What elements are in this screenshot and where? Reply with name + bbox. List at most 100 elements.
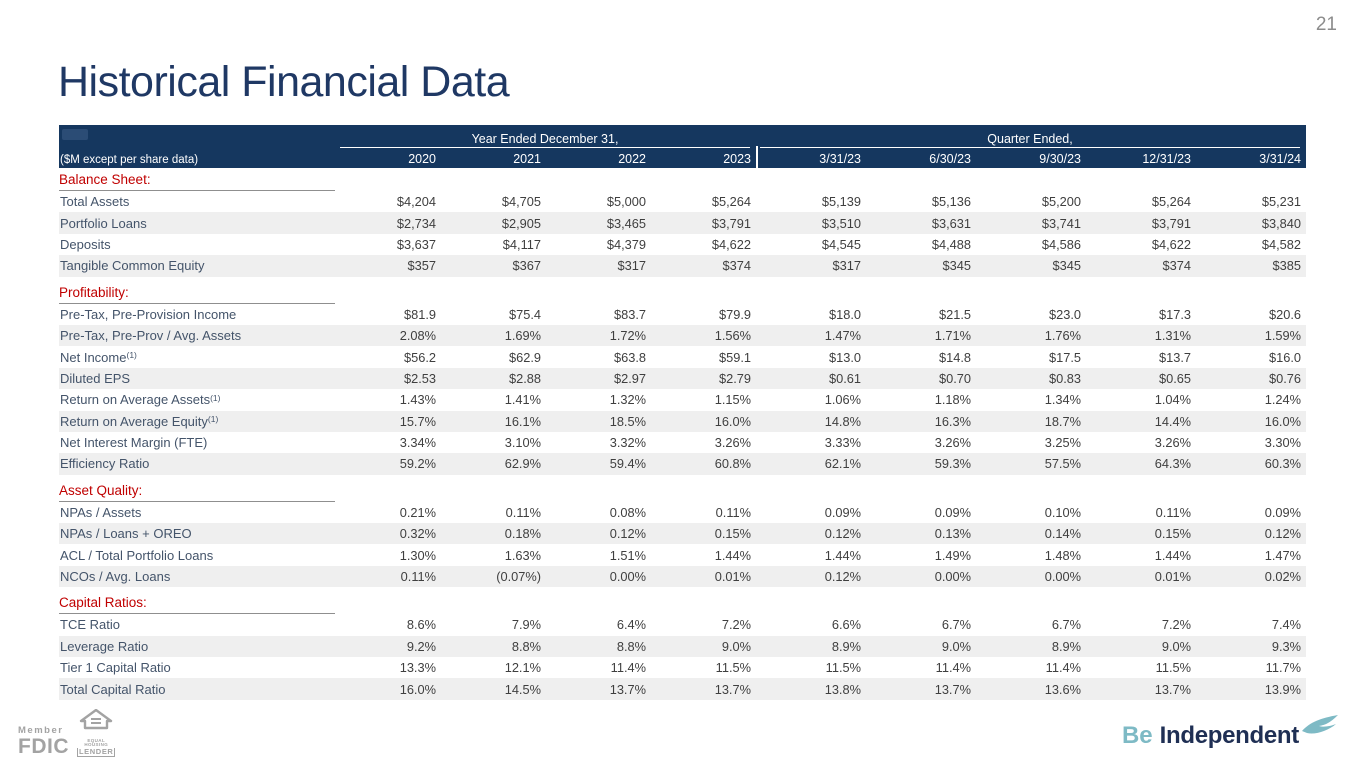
value-cell: $62.9 <box>508 349 541 365</box>
member-fdic-logo: Member FDIC <box>18 724 69 757</box>
value-cell: 1.63% <box>504 547 541 563</box>
value-cell: $317 <box>832 258 861 274</box>
value-cell: $0.70 <box>938 370 971 386</box>
value-cell: 1.49% <box>934 547 971 563</box>
value-cell: $3,637 <box>396 236 436 252</box>
value-cell: 1.15% <box>714 392 751 408</box>
section-heading: Asset Quality: <box>59 483 335 502</box>
row-label: ACL / Total Portfolio Loans <box>60 547 214 563</box>
table-row: Return on Average Equity (1) 15.7% 16.1% 18.… <box>59 410 1306 432</box>
value-cell: $5,200 <box>1041 194 1081 210</box>
column-header-row: ($M except per share data) 2020 2021 2022 2… <box>59 148 1306 168</box>
value-cell: 1.47% <box>1264 547 1301 563</box>
value-cell: 0.15% <box>714 526 751 542</box>
unit-label: ($M except per share data) <box>60 154 199 166</box>
value-cell: 0.11% <box>400 569 436 585</box>
bird-icon <box>1301 714 1341 745</box>
value-cell: $4,622 <box>1151 236 1191 252</box>
value-cell: 0.12% <box>1264 526 1301 542</box>
value-cell: 1.41% <box>504 392 541 408</box>
value-cell: $367 <box>512 258 541 274</box>
row-label: Return on Average Equity (1) <box>60 413 219 429</box>
value-cell: 0.02% <box>1264 569 1301 585</box>
value-cell: $14.8 <box>938 349 971 365</box>
value-cell: 1.18% <box>934 392 971 408</box>
value-cell: $3,791 <box>711 215 751 231</box>
table-row: NPAs / Assets 0.21% 0.11% 0.08% 0.11% 0.09% 0.… <box>59 502 1306 523</box>
value-cell: 1.59% <box>1264 328 1301 344</box>
row-label: Diluted EPS <box>60 370 131 386</box>
table-row: Net Income (1) $56.2 $62.9 $63.8 $59.1 $13.0 $1… <box>59 346 1306 367</box>
table-row: Portfolio Loans $2,734 $2,905 $3,465 $3,791 $… <box>59 212 1306 234</box>
value-cell: 62.1% <box>824 456 861 472</box>
row-label: NCOs / Avg. Loans <box>60 569 171 585</box>
value-cell: 3.34% <box>399 435 436 451</box>
value-cell: 12.1% <box>504 660 541 676</box>
column-header: 2021 <box>513 152 541 166</box>
value-cell: $2.53 <box>403 370 436 386</box>
column-header: 3/31/24 <box>1259 152 1301 166</box>
value-cell: 13.9% <box>1264 681 1301 697</box>
value-cell: 0.08% <box>609 504 646 520</box>
group-header-row: Year Ended December 31, Quarter Ended, <box>59 127 1306 148</box>
row-label: Pre-Tax, Pre-Provision Income <box>60 306 237 322</box>
value-cell: $59.1 <box>718 349 751 365</box>
value-cell: 6.7% <box>1051 617 1081 633</box>
table-row: Leverage Ratio 9.2% 8.8% 8.8% 9.0% 8.9% 9.0% 8.… <box>59 635 1306 658</box>
value-cell: 0.01% <box>1154 569 1191 585</box>
column-header: 2020 <box>408 152 436 166</box>
value-cell: $357 <box>407 258 436 274</box>
compliance-logos: Member FDIC EQUAL HOUSING LENDER <box>18 708 116 757</box>
value-cell: 18.7% <box>1044 413 1081 429</box>
table-row: Efficiency Ratio 59.2% 62.9% 59.4% 60.8% 62.1… <box>59 453 1306 475</box>
value-cell: 11.5% <box>1155 660 1191 676</box>
value-cell: 0.01% <box>714 569 751 585</box>
value-cell: $23.0 <box>1048 306 1081 322</box>
lender-caption: LENDER <box>77 746 116 757</box>
value-cell: 6.4% <box>616 617 646 633</box>
value-cell: 13.7% <box>609 681 646 697</box>
table-body: Balance Sheet: Total Assets $4,204 $4,705 $5… <box>59 168 1306 700</box>
value-cell: 1.44% <box>714 547 751 563</box>
value-cell: 64.3% <box>1154 456 1191 472</box>
value-cell: 1.69% <box>504 328 541 344</box>
value-cell: 0.11% <box>715 504 751 520</box>
value-cell: 11.7% <box>1265 660 1301 676</box>
section-heading: Balance Sheet: <box>59 172 335 191</box>
value-cell: 7.2% <box>1161 617 1191 633</box>
value-cell: (0.07%) <box>496 569 541 585</box>
table-row: Tier 1 Capital Ratio 13.3% 12.1% 11.4% 11.5%… <box>59 657 1306 678</box>
value-cell: $2.79 <box>718 370 751 386</box>
value-cell: $63.8 <box>613 349 646 365</box>
row-label: NPAs / Assets <box>60 504 142 520</box>
page-number: 21 <box>1315 14 1337 35</box>
house-icon <box>79 708 113 739</box>
value-cell: $4,117 <box>502 236 541 252</box>
row-label: Net Interest Margin (FTE) <box>60 435 208 451</box>
value-cell: 59.2% <box>399 456 436 472</box>
value-cell: $2.88 <box>508 370 541 386</box>
row-label: Efficiency Ratio <box>60 456 150 472</box>
value-cell: $4,622 <box>711 236 751 252</box>
value-cell: $5,136 <box>931 194 971 210</box>
value-cell: 1.44% <box>1154 547 1191 563</box>
value-cell: 1.51% <box>609 547 646 563</box>
value-cell: 13.7% <box>714 681 751 697</box>
value-cell: $17.3 <box>1158 306 1191 322</box>
table-row: Total Assets $4,204 $4,705 $5,000 $5,264 $5,1… <box>59 191 1306 212</box>
value-cell: 1.44% <box>824 547 861 563</box>
row-label: Deposits <box>60 236 111 252</box>
value-cell: 8.9% <box>1051 638 1081 654</box>
value-cell: 11.4% <box>1045 660 1081 676</box>
value-cell: 13.8% <box>824 681 861 697</box>
member-label: Member <box>18 724 64 736</box>
table-row: Net Interest Margin (FTE) 3.34% 3.10% 3.32%… <box>59 432 1306 453</box>
quarter-group-header: Quarter Ended, <box>760 127 1300 148</box>
faint-corner-mark <box>62 129 88 140</box>
value-cell: $385 <box>1272 258 1301 274</box>
value-cell: $17.5 <box>1048 349 1081 365</box>
value-cell: $79.9 <box>718 306 751 322</box>
table-row: Diluted EPS $2.53 $2.88 $2.97 $2.79 $0.61 $0.7… <box>59 367 1306 390</box>
value-cell: 1.31% <box>1154 328 1191 344</box>
